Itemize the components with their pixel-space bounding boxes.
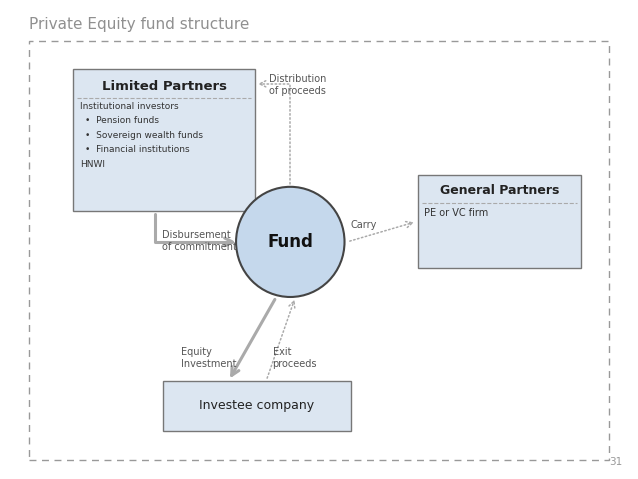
Text: •  Sovereign wealth funds: • Sovereign wealth funds	[85, 131, 203, 140]
Text: •  Pension funds: • Pension funds	[85, 116, 159, 125]
Text: Institutional investors: Institutional investors	[80, 102, 179, 111]
Text: Private Equity fund structure: Private Equity fund structure	[29, 17, 249, 32]
Text: Distribution
of proceeds: Distribution of proceeds	[269, 74, 327, 96]
Text: Carry: Carry	[351, 220, 377, 230]
Text: •  Financial institutions: • Financial institutions	[85, 145, 189, 154]
FancyBboxPatch shape	[163, 381, 351, 431]
FancyBboxPatch shape	[418, 175, 581, 268]
Text: Exit
proceeds: Exit proceeds	[272, 347, 317, 369]
Text: Investee company: Investee company	[199, 399, 315, 412]
Text: Fund: Fund	[267, 233, 313, 251]
Ellipse shape	[236, 187, 345, 297]
FancyBboxPatch shape	[73, 69, 255, 211]
Text: PE or VC firm: PE or VC firm	[424, 208, 489, 218]
Text: Disbursement
of commitments: Disbursement of commitments	[161, 230, 242, 251]
Text: Limited Partners: Limited Partners	[102, 80, 226, 93]
Text: Equity
Investment: Equity Investment	[181, 347, 236, 369]
Text: HNWI: HNWI	[80, 160, 105, 169]
Text: General Partners: General Partners	[440, 184, 559, 197]
Text: 31: 31	[609, 457, 622, 467]
